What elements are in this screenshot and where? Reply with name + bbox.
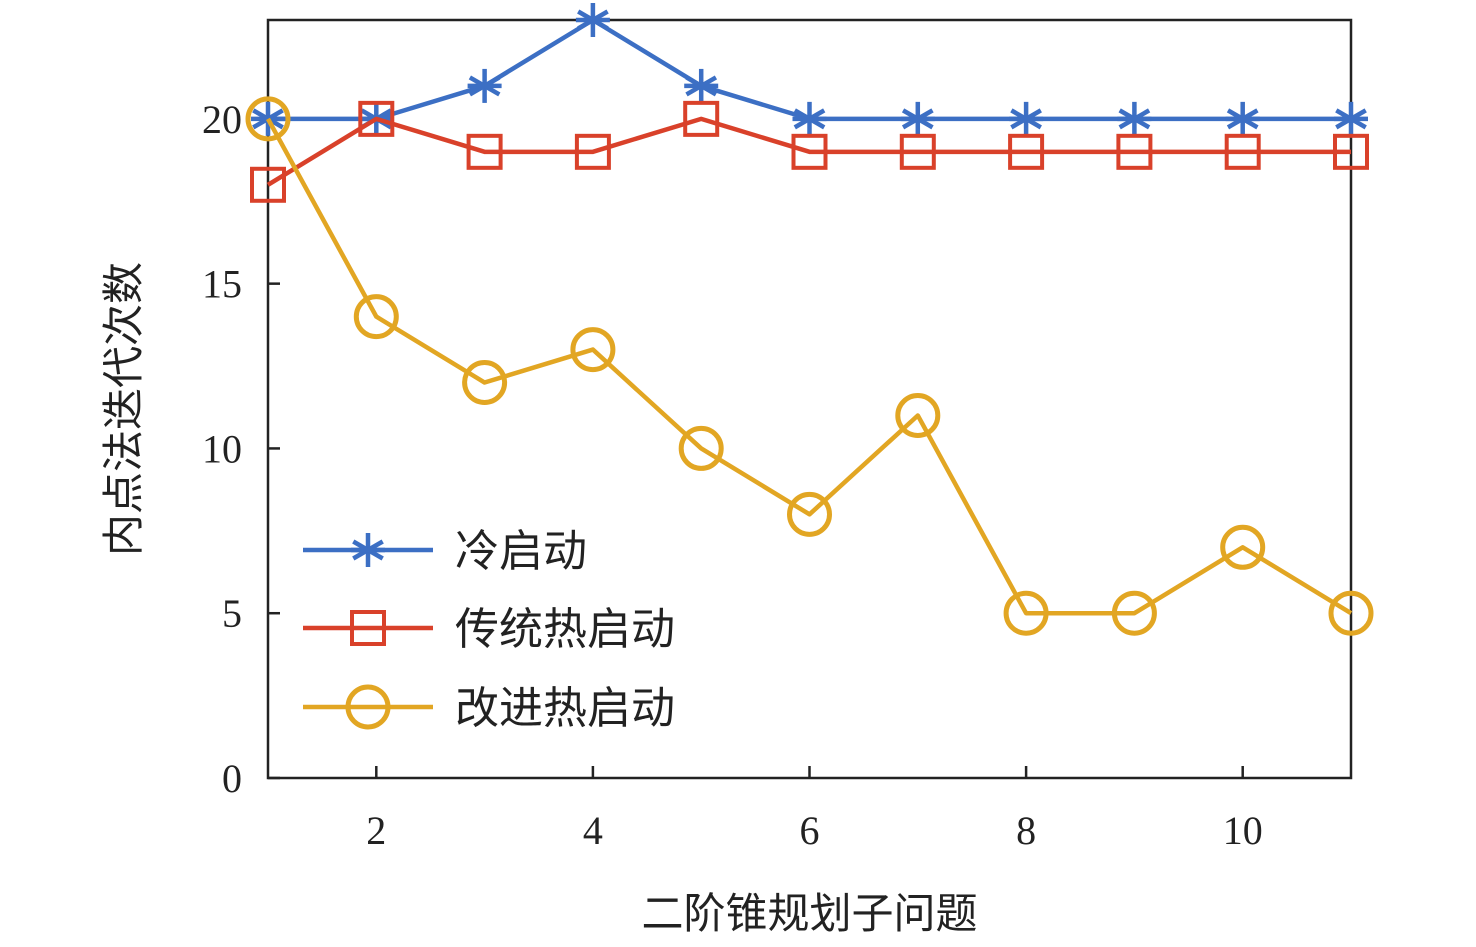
series-1 [250,100,1369,203]
legend-item: 传统热启动 [303,604,675,655]
y-axis-title: 内点法迭代次数 [99,262,148,556]
x-tick-label: 6 [800,808,820,853]
series-line [266,117,1353,616]
x-tick-label: 10 [1223,808,1263,853]
data-point [1111,590,1157,636]
x-tick-label: 4 [583,808,603,853]
data-point [1117,101,1152,136]
data-point [787,491,832,537]
legend-marker [350,610,386,646]
data-point [1224,133,1261,170]
data-point [574,133,611,170]
x-axis-title: 二阶锥规划子问题 [641,889,977,938]
data-point [678,425,724,471]
data-point [1009,101,1044,136]
x-tick-label: 8 [1016,808,1036,853]
data-point [353,294,399,340]
data-point [899,133,936,170]
legend-marker [345,684,391,730]
data-point [1333,133,1369,170]
x-axis-ticks: 2 4 6 8 10 [366,766,1263,853]
series-2 [245,96,1374,636]
x-tick-label: 2 [366,808,386,853]
data-point [792,101,827,136]
data-point [575,3,610,37]
data-point [900,101,935,136]
data-point [245,96,291,142]
y-axis-ticks: 0 5 10 15 20 [202,97,280,801]
legend-item: 冷启动 [303,526,587,577]
data-point [1116,133,1153,170]
data-point [467,68,502,103]
series-layer [245,3,1374,636]
data-point [1225,101,1260,136]
y-tick-label: 10 [202,426,242,471]
series-line [266,116,1351,187]
y-tick-label: 0 [222,756,242,801]
legend-label: 改进热启动 [455,683,675,734]
legend-item: 改进热启动 [303,683,675,734]
series-0 [251,3,1368,136]
data-point [1008,133,1045,170]
data-point [895,392,941,438]
data-point [570,327,616,373]
legend-label: 传统热启动 [455,604,675,655]
y-tick-label: 20 [202,97,242,142]
y-tick-label: 15 [202,262,242,307]
data-point [466,133,503,170]
y-tick-label: 5 [222,591,242,636]
data-point [1220,524,1266,570]
data-point [1328,590,1374,636]
data-point [684,68,719,103]
data-point [1334,101,1368,136]
data-point [462,360,508,406]
data-point [1003,590,1049,636]
data-point [250,166,286,203]
data-point [683,100,720,137]
legend-marker [351,533,385,567]
legend-label: 冷启动 [455,526,587,577]
data-point [358,100,395,137]
data-point [791,133,828,170]
